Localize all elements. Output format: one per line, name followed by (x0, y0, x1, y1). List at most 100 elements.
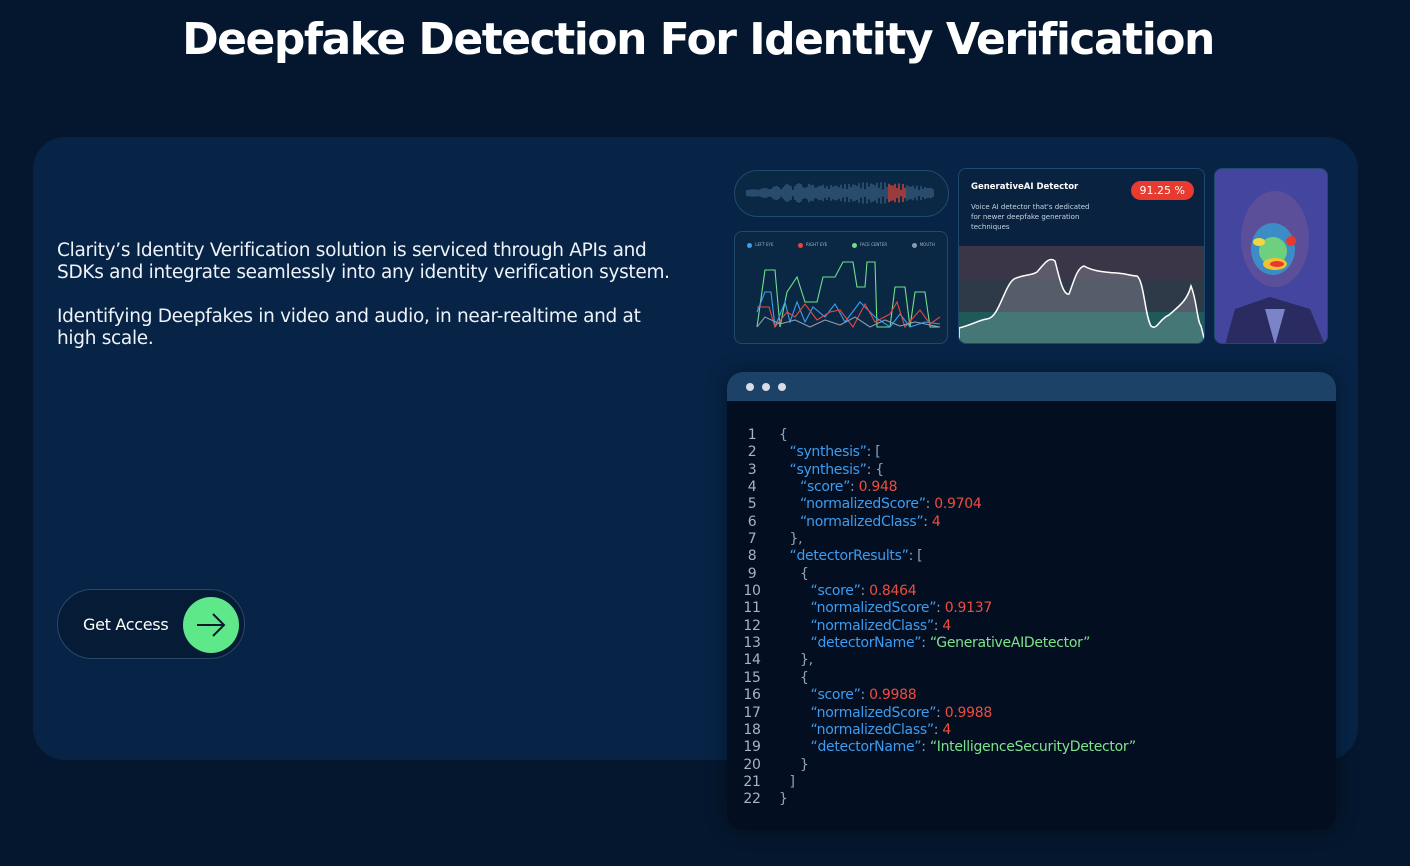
code-token: : (860, 687, 870, 704)
code-text: { (779, 427, 788, 444)
line-number: 15 (743, 669, 761, 686)
code-token: { (779, 427, 788, 443)
code-text: “score”: 0.948 (800, 479, 898, 496)
code-token: } (800, 756, 809, 773)
description-paragraph: Identifying Deepfakes in video and audio… (57, 306, 641, 349)
line-number: 12 (743, 617, 761, 634)
code-text: “normalizedClass”: 4 (800, 513, 941, 531)
detector-score-badge: 91.25 % (1130, 181, 1194, 200)
legend-label: RIGHT EYE (806, 242, 828, 247)
waveform-graphic (746, 182, 934, 204)
code-text: { (800, 566, 809, 583)
code-token: “detectorName” (810, 635, 922, 652)
line-number: 19 (743, 739, 761, 756)
code-text: “synthesis”: [ (790, 444, 881, 461)
code-text: }, (800, 652, 813, 669)
line-number: 21 (743, 773, 761, 790)
code-token: { (800, 669, 809, 686)
code-token: “normalizedClass” (810, 721, 935, 738)
code-text: “normalizedScore”: 0.9704 (800, 496, 982, 513)
code-text: “synthesis”: { (789, 461, 885, 479)
description: Clarity’s Identity Verification solution… (57, 240, 677, 372)
legend-item: LEFT EYE (747, 242, 773, 248)
code-text: “detectorName”: “IntelligenceSecurityDet… (810, 739, 1137, 756)
code-token: “synthesis” (789, 461, 867, 478)
line-number: 13 (743, 635, 761, 652)
code-token: “detectorName” (810, 739, 922, 756)
window-dot-icon (762, 382, 770, 391)
code-token: 0.948 (858, 479, 898, 496)
code-token: : (860, 583, 870, 600)
code-token: 4 (942, 617, 951, 634)
legend-item: RIGHT EYE (798, 242, 827, 248)
code-token: : [ (866, 444, 881, 461)
detector-title: GenerativeAI Detector (971, 182, 1079, 192)
line-number: 18 (743, 721, 761, 738)
code-text: “score”: 0.9988 (811, 687, 917, 704)
code-token: 0.9988 (869, 687, 917, 704)
line-number: 17 (743, 704, 761, 721)
get-access-label: Get Access (83, 615, 169, 634)
code-token: “score” (800, 479, 851, 496)
detector-card: GenerativeAI Detector Voice AI detector … (958, 168, 1205, 344)
code-token: }, (800, 652, 813, 669)
line-number: 16 (743, 687, 761, 704)
legend-dot-icon (911, 242, 917, 248)
audio-waveform (734, 170, 949, 217)
code-token: 0.8464 (869, 583, 917, 600)
window-dot-icon (746, 382, 754, 391)
code-token: “normalizedClass” (800, 513, 924, 530)
code-token: 4 (931, 513, 941, 530)
json-response-window: 1{2 “synthesis”: [3 “synthesis”: {4 “score”… (727, 372, 1336, 830)
line-number: 20 (743, 756, 761, 773)
code-text: “normalizedClass”: 4 (810, 617, 952, 635)
line-number: 10 (743, 583, 761, 600)
code-token: “score” (810, 687, 861, 704)
detector-description: Voice AI detector that's dedicated for n… (971, 203, 1090, 231)
line-number: 4 (747, 479, 757, 496)
code-token: 0.9988 (944, 704, 992, 721)
code-token: “normalizedClass” (810, 617, 935, 634)
code-token: “normalizedScore” (800, 496, 926, 513)
face-heatmap-image (1214, 168, 1328, 344)
code-token: : (933, 721, 943, 738)
code-text: “detectorResults”: [ (790, 548, 923, 565)
code-text: “score”: 0.8464 (811, 583, 917, 600)
code-token: 0.9137 (944, 600, 992, 617)
landmark-lines (756, 261, 941, 329)
get-access-button[interactable]: Get Access (57, 589, 245, 659)
line-number: 2 (747, 444, 757, 461)
code-text: “normalizedScore”: 0.9988 (810, 704, 993, 722)
legend-item: MOUTH (911, 242, 935, 248)
legend-dot-icon (851, 242, 857, 248)
line-number: 14 (743, 652, 761, 669)
code-text: }, (790, 531, 803, 548)
landmark-chart: LEFT EYE RIGHT EYE FACE CENTER MOUTH (734, 231, 948, 344)
legend-label: FACE CENTER (859, 242, 888, 247)
code-token: “GenerativeAIDetector” (929, 635, 1091, 652)
code-text: { (800, 670, 809, 687)
legend-label: MOUTH (919, 242, 935, 247)
code-token: “detectorResults” (789, 548, 909, 565)
code-token: : (921, 739, 930, 756)
line-number: 9 (747, 565, 757, 582)
legend-item: FACE CENTER (851, 242, 888, 248)
page-title: Deepfake Detection For Identity Verifica… (182, 14, 1215, 65)
code-text: ] (790, 774, 795, 791)
window-dot-icon (778, 382, 786, 391)
legend-label: LEFT EYE (755, 242, 774, 247)
code-text: “normalizedClass”: 4 (810, 721, 952, 739)
line-number: 3 (747, 461, 757, 478)
line-number: 7 (747, 531, 757, 548)
code-text: } (779, 791, 788, 808)
code-token: : (933, 617, 943, 634)
legend-dot-icon (747, 242, 753, 248)
code-token: { (800, 565, 809, 582)
code-token: “normalizedScore” (810, 704, 937, 721)
code-text: } (800, 757, 809, 774)
code-token: “IntelligenceSecurityDetector” (929, 739, 1136, 756)
legend-dot-icon (798, 242, 804, 248)
code-token: : [ (908, 548, 923, 565)
code-token: 4 (942, 721, 951, 738)
code-token: } (779, 791, 788, 808)
